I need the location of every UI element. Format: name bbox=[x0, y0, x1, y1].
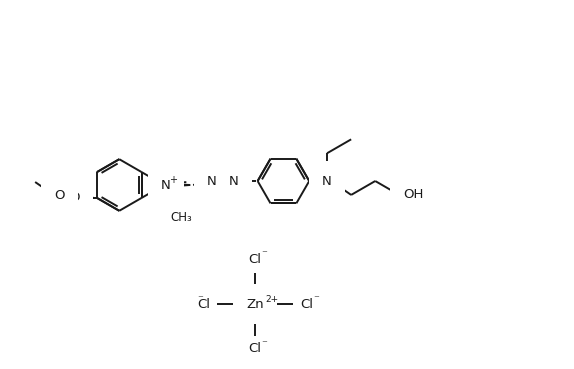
Text: O: O bbox=[69, 192, 80, 204]
Text: Cl: Cl bbox=[249, 253, 262, 266]
Text: N: N bbox=[207, 175, 217, 187]
Text: 2+: 2+ bbox=[265, 294, 278, 304]
Text: Zn: Zn bbox=[246, 297, 264, 311]
Text: Cl: Cl bbox=[197, 297, 211, 311]
Text: S: S bbox=[161, 177, 170, 190]
Text: ⁻: ⁻ bbox=[261, 249, 267, 259]
Text: O: O bbox=[54, 189, 64, 203]
Text: N: N bbox=[322, 175, 332, 187]
Text: N: N bbox=[161, 179, 170, 193]
Text: N: N bbox=[229, 175, 239, 187]
Text: ⁻: ⁻ bbox=[197, 294, 204, 304]
Text: ⁻: ⁻ bbox=[313, 294, 319, 304]
Text: +: + bbox=[169, 175, 177, 185]
Text: Cl: Cl bbox=[300, 297, 313, 311]
Text: CH₃: CH₃ bbox=[170, 210, 192, 224]
Text: ⁻: ⁻ bbox=[261, 339, 267, 349]
Text: OH: OH bbox=[403, 189, 424, 201]
Text: Cl: Cl bbox=[249, 342, 262, 355]
